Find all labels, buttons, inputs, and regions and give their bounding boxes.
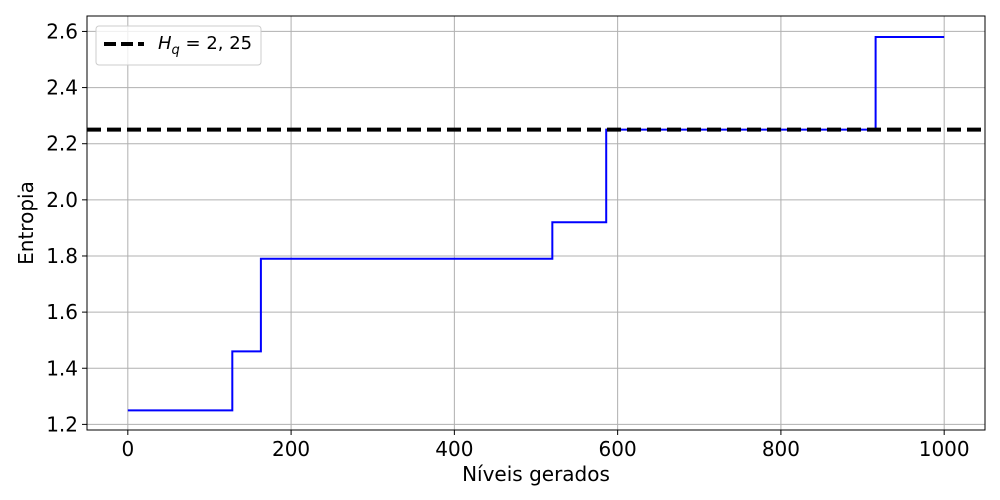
y-tick-label: 1.2 bbox=[46, 412, 78, 436]
legend-box bbox=[95, 25, 262, 66]
x-tick-label: 0 bbox=[121, 437, 134, 461]
plot-frame bbox=[86, 15, 986, 431]
grid bbox=[87, 16, 985, 430]
legend-entry-reference: Hq = 2, 25 bbox=[158, 33, 252, 58]
x-tick-label: 200 bbox=[272, 437, 310, 461]
legend-label-main: H bbox=[158, 33, 172, 54]
y-tick-label: 1.8 bbox=[46, 244, 78, 268]
y-tick-label: 2.2 bbox=[46, 132, 78, 156]
legend-label-rest: = 2, 25 bbox=[180, 33, 252, 54]
x-tick-label: 800 bbox=[762, 437, 800, 461]
y-tick-label: 1.6 bbox=[46, 300, 78, 324]
y-tick-label: 2.4 bbox=[46, 76, 78, 100]
y-tick-label: 2.0 bbox=[46, 188, 78, 212]
axis-ticks: 0 200 400 600 800 1000 1.2 1.4 1.6 1.8 2.0 2.2 2.4 2.… bbox=[46, 19, 969, 461]
y-tick-label: 2.6 bbox=[46, 19, 78, 43]
series-layer bbox=[87, 36, 985, 412]
x-tick-label: 1000 bbox=[919, 437, 970, 461]
legend-label-sub: q bbox=[172, 43, 180, 58]
y-tick-label: 1.4 bbox=[46, 356, 78, 380]
x-axis-label: Níveis gerados bbox=[462, 462, 610, 486]
x-tick-label: 600 bbox=[599, 437, 637, 461]
x-tick-label: 400 bbox=[435, 437, 473, 461]
series-line bbox=[127, 36, 945, 412]
y-axis-label: Entropia bbox=[14, 181, 38, 265]
legend: Hq = 2, 25 bbox=[95, 25, 262, 66]
